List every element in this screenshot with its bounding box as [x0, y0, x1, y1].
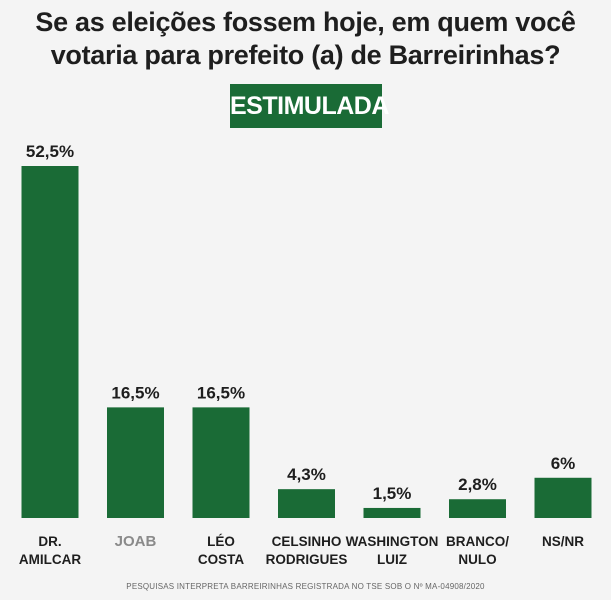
category-label-0-line-0: DR.	[38, 534, 61, 549]
category-label-2-line-1: COSTA	[198, 552, 244, 567]
category-label-6-line-0: NS/NR	[542, 534, 584, 549]
bar-1	[107, 407, 164, 518]
bar-6	[534, 477, 592, 518]
bar-5	[449, 499, 506, 518]
bar-4	[363, 507, 421, 518]
category-label-5-line-0: BRANCO/	[446, 534, 509, 549]
chart-title: Se as eleições fossem hoje, em quem você…	[0, 6, 611, 72]
category-label-3-line-0: CELSINHO	[272, 534, 342, 549]
bar-2	[192, 407, 250, 518]
category-label-4-line-1: LUIZ	[377, 552, 407, 567]
category-label-4-line-0: WASHINGTON	[346, 534, 439, 549]
category-label-2-line-0: LÉO	[207, 534, 235, 549]
category-label-5-line-1: NULO	[458, 552, 496, 567]
title-line-1: Se as eleições fossem hoje, em quem você	[35, 7, 576, 37]
category-label-3-line-1: RODRIGUES	[266, 552, 348, 567]
category-label-0-line-1: AMILCAR	[19, 552, 81, 567]
value-label-3: 4,3%	[287, 465, 326, 484]
title-line-2: votaria para prefeito (a) de Barreirinha…	[50, 40, 561, 70]
value-label-0: 52,5%	[26, 142, 74, 161]
value-label-4: 1,5%	[373, 484, 412, 503]
value-label-5: 2,8%	[458, 475, 497, 494]
value-label-2: 16,5%	[197, 383, 245, 402]
value-label-6: 6%	[551, 454, 576, 473]
bar-0	[21, 166, 79, 518]
survey-type-badge: ESTIMULADA	[230, 84, 389, 128]
category-label-1-line-0: JOAB	[115, 533, 157, 550]
footer-note: PESQUISAS INTERPRETA BARREIRINHAS REGIST…	[126, 582, 485, 591]
value-label-1: 16,5%	[111, 383, 159, 402]
bar-3	[278, 489, 335, 518]
